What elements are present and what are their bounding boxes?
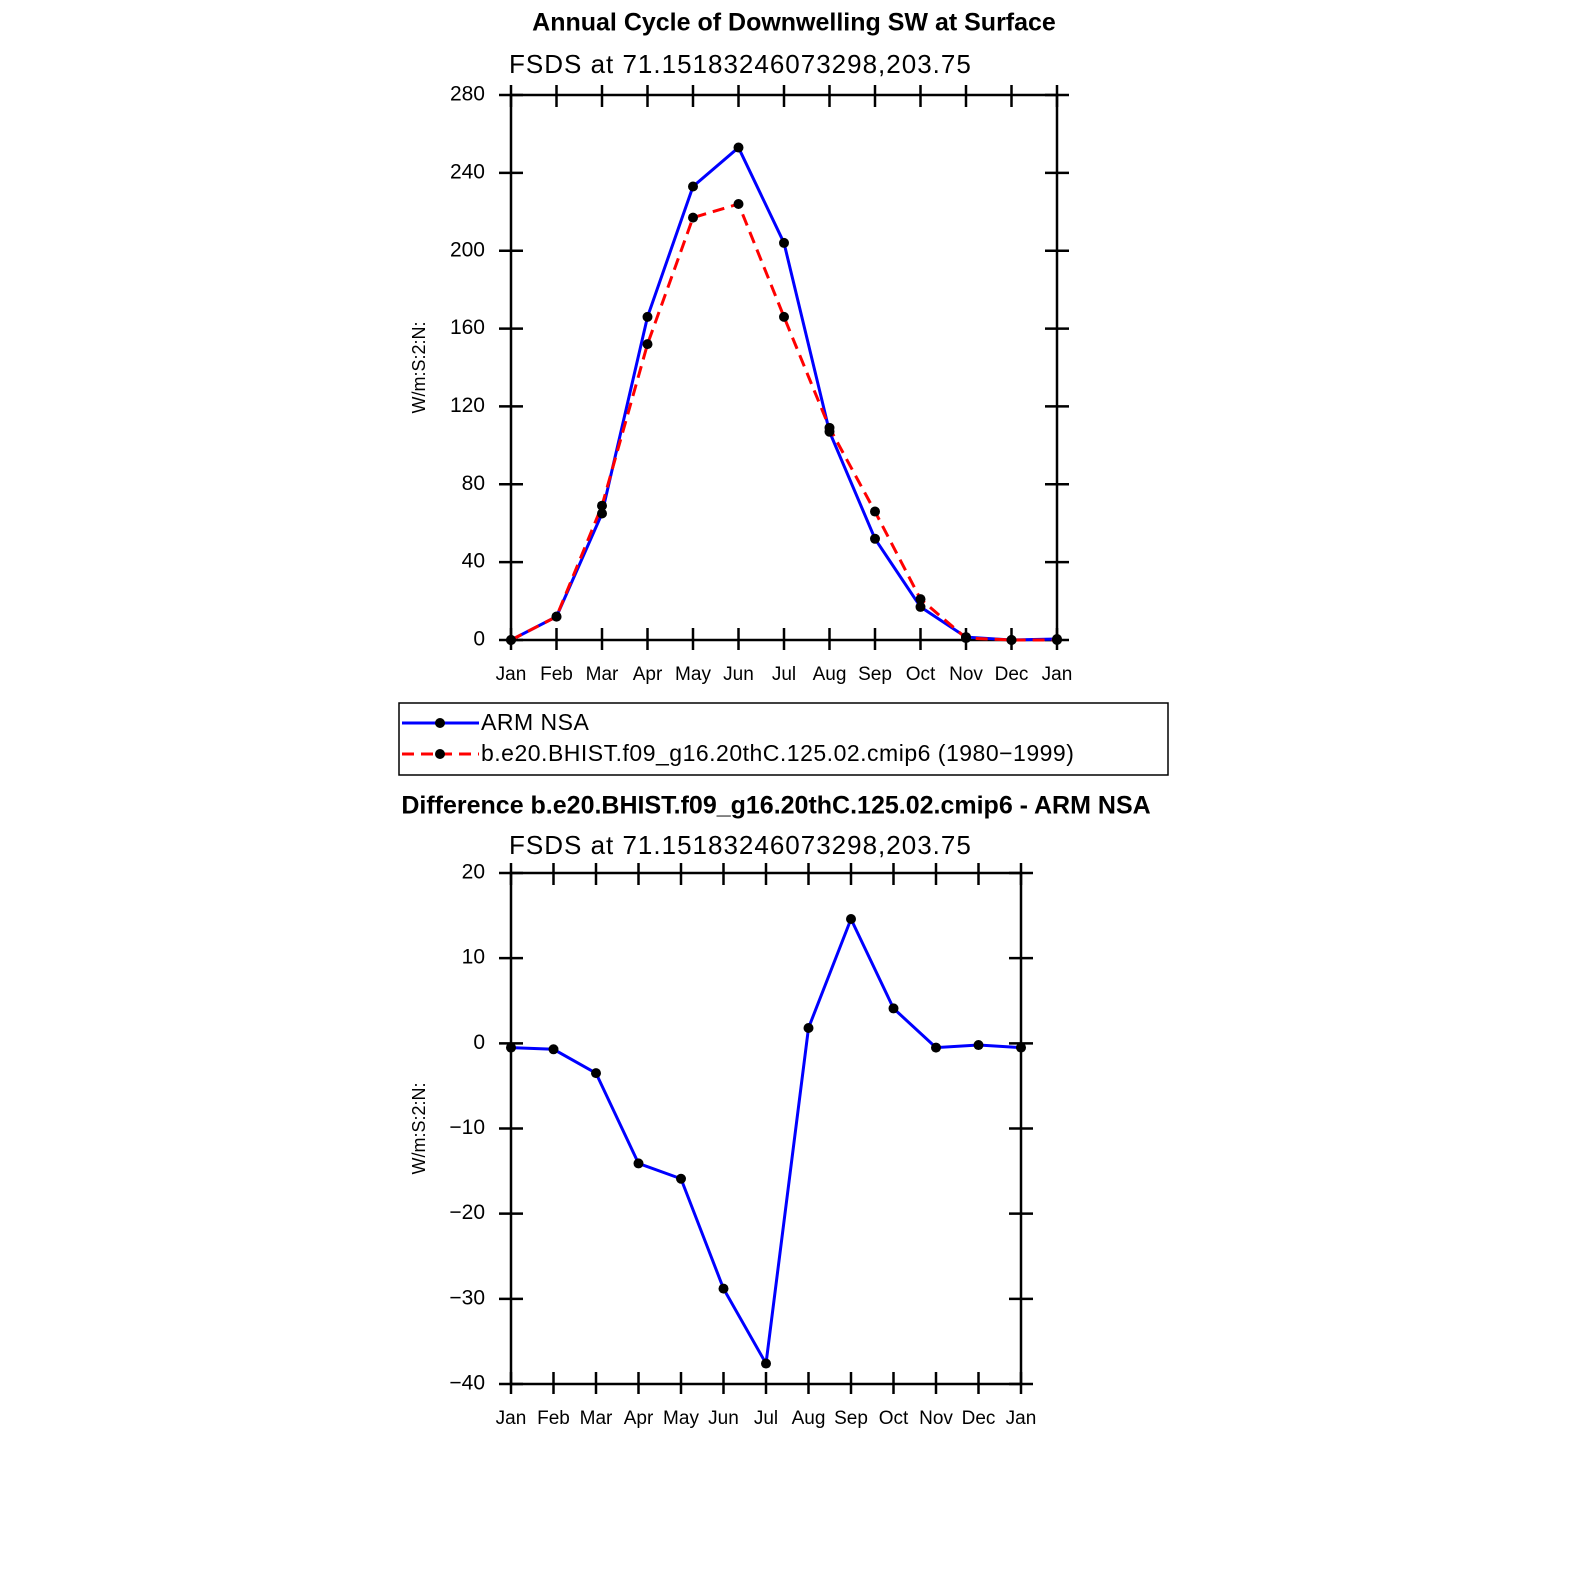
x-tick-label: Aug xyxy=(792,1408,826,1429)
marker xyxy=(1052,635,1062,645)
y-tick-label: 120 xyxy=(450,394,485,417)
x-tick-label: Oct xyxy=(906,664,936,685)
legend-label: ARM NSA xyxy=(481,709,589,735)
y-tick-label: 280 xyxy=(450,83,485,106)
x-tick-label: Feb xyxy=(540,664,573,685)
marker xyxy=(506,1042,516,1053)
x-tick-label: Jun xyxy=(708,1408,739,1429)
x-tick-label: Jul xyxy=(754,1408,778,1429)
y-tick-label: −20 xyxy=(449,1201,485,1224)
chart-subtitle: FSDS at 71.15183246073298,203.75 xyxy=(509,830,972,860)
series-line xyxy=(510,915,1022,1369)
y-tick-label: 40 xyxy=(462,550,485,573)
marker xyxy=(846,913,856,924)
marker xyxy=(824,422,835,433)
series-line xyxy=(510,145,1058,642)
legend-marker xyxy=(435,718,445,728)
marker xyxy=(633,1158,644,1169)
marker xyxy=(779,311,789,322)
chart-title: Difference b.e20.BHIST.f09_g16.20thC.125… xyxy=(401,792,1150,820)
x-tick-label: Apr xyxy=(633,664,663,685)
plot-frame xyxy=(509,93,1059,642)
y-tick-label: 160 xyxy=(450,316,485,339)
y-tick-label: −10 xyxy=(449,1116,485,1139)
x-tick-label: Mar xyxy=(586,664,619,685)
x-tick-label: Sep xyxy=(858,664,892,685)
x-tick-label: Jan xyxy=(496,664,527,685)
x-tick-label: Dec xyxy=(995,664,1029,685)
marker xyxy=(642,339,653,350)
chart-title: Annual Cycle of Downwelling SW at Surfac… xyxy=(532,9,1056,37)
x-tick-label: Nov xyxy=(949,664,983,685)
y-tick-label: −40 xyxy=(449,1372,485,1395)
marker xyxy=(973,1040,984,1051)
marker xyxy=(551,611,562,622)
marker xyxy=(733,142,744,153)
marker xyxy=(506,635,516,645)
x-tick-label: Oct xyxy=(879,1408,909,1429)
marker xyxy=(931,1042,941,1053)
y-tick-label: −30 xyxy=(449,1286,485,1309)
y-axis-label: W/m:S:2:N: xyxy=(409,321,429,413)
x-tick-label: Jan xyxy=(1042,664,1073,685)
marker xyxy=(718,1283,729,1294)
x-tick-label: May xyxy=(675,664,711,685)
y-tick-label: 240 xyxy=(450,160,485,183)
marker xyxy=(642,311,653,322)
marker xyxy=(597,508,607,519)
marker xyxy=(688,181,698,192)
marker xyxy=(548,1044,559,1055)
marker xyxy=(779,237,789,248)
marker xyxy=(888,1003,899,1014)
y-tick-label: 20 xyxy=(462,861,485,884)
chart-subtitle: FSDS at 71.15183246073298,203.75 xyxy=(509,49,972,79)
marker xyxy=(676,1173,686,1184)
x-tick-label: Dec xyxy=(962,1408,996,1429)
y-axis-label: W/m:S:2:N: xyxy=(409,1082,429,1174)
marker xyxy=(803,1023,814,1034)
marker xyxy=(915,594,926,605)
y-tick-label: 10 xyxy=(462,946,485,969)
plot-frame xyxy=(509,871,1023,1386)
y-tick-label: 0 xyxy=(473,628,485,651)
marker xyxy=(870,533,880,544)
marker xyxy=(761,1358,771,1369)
legend-marker xyxy=(435,749,445,759)
x-tick-label: Sep xyxy=(834,1408,868,1429)
x-tick-label: Mar xyxy=(580,1408,613,1429)
marker xyxy=(1016,1042,1026,1053)
marker xyxy=(961,633,971,644)
marker xyxy=(597,500,607,511)
x-tick-label: Jan xyxy=(496,1408,527,1429)
marker xyxy=(733,199,744,209)
x-tick-label: Aug xyxy=(813,664,847,685)
marker xyxy=(915,601,926,612)
marker xyxy=(591,1068,601,1079)
x-tick-label: Feb xyxy=(537,1408,570,1429)
marker xyxy=(1006,635,1017,645)
marker xyxy=(688,212,698,223)
legend-label: b.e20.BHIST.f09_g16.20thC.125.02.cmip6 (… xyxy=(481,740,1074,766)
x-tick-label: Nov xyxy=(919,1408,953,1429)
y-tick-label: 200 xyxy=(450,238,485,261)
series-line xyxy=(510,202,1057,642)
y-tick-label: 0 xyxy=(473,1031,485,1054)
y-tick-label: 80 xyxy=(462,472,485,495)
x-tick-label: Jul xyxy=(772,664,796,685)
x-tick-label: May xyxy=(663,1408,699,1429)
legend-box xyxy=(398,702,1169,776)
x-tick-label: Apr xyxy=(624,1408,654,1429)
marker xyxy=(870,506,880,517)
x-tick-label: Jan xyxy=(1006,1408,1037,1429)
x-tick-label: Jun xyxy=(723,664,754,685)
